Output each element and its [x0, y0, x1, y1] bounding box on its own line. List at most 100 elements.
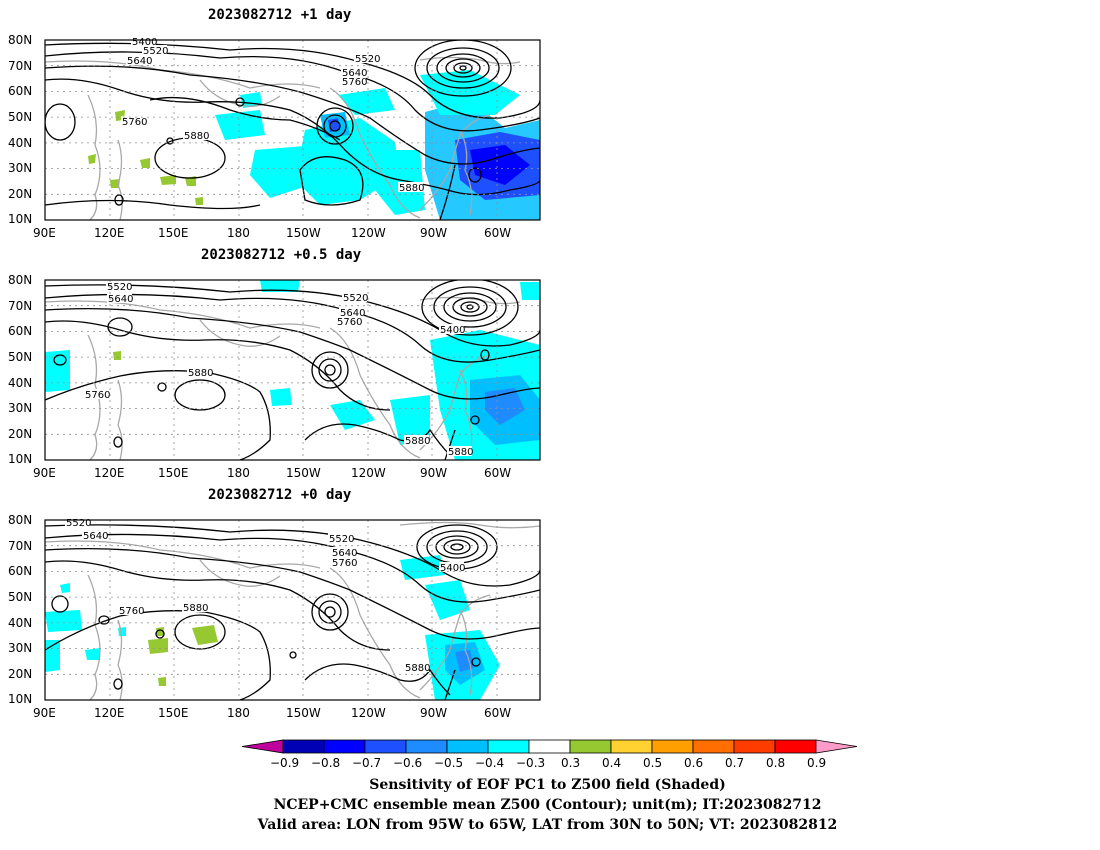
colorbar-swatch: [569, 739, 612, 754]
panel-2-contour-labels: 5520 5640 5520 5640 5760 5400 5880 5760 …: [84, 281, 473, 458]
contour-label: 5520: [143, 46, 168, 57]
lat-tick: 50N: [8, 590, 33, 604]
lon-tick: 90E: [33, 226, 56, 240]
contour-label: 5640: [108, 294, 133, 305]
colorbar-label: −0.7: [352, 756, 382, 770]
colorbar-swatch: [323, 739, 366, 754]
colorbar-swatch: [487, 739, 530, 754]
panel-2-frame: [44, 279, 541, 461]
contour-label: 5760: [342, 77, 367, 88]
lat-tick: 60N: [8, 324, 33, 338]
contour-label: 5880: [183, 603, 208, 614]
contour-label: 5520: [329, 534, 354, 545]
lat-tick: 70N: [8, 59, 33, 73]
colorbar-extension-low: [241, 739, 284, 754]
lat-tick: 80N: [8, 513, 33, 527]
colorbar-swatch: [651, 739, 694, 754]
colorbar-label: 0.4: [602, 756, 622, 770]
lon-tick: 150E: [158, 706, 189, 720]
caption-valid-area: Valid area: LON from 95W to 65W, LAT fro…: [257, 817, 838, 833]
contour-label: 5520: [343, 293, 368, 304]
panel-2-map: 5520 5640 5520 5640 5760 5400 5880 5760 …: [44, 279, 541, 461]
lat-tick: 60N: [8, 564, 33, 578]
contour-label: 5880: [399, 183, 424, 194]
caption-shaded: Sensitivity of EOF PC1 to Z500 field (Sh…: [369, 777, 726, 793]
panel-2-grid: [45, 280, 540, 460]
colorbar-swatch: [610, 739, 653, 754]
contour-label: 5760: [122, 117, 147, 128]
contour-label: 5640: [342, 68, 367, 79]
lat-tick: 30N: [8, 161, 33, 175]
contour-label: 5640: [127, 56, 152, 67]
panel-3-contour-labels: 5520 5640 5520 5640 5760 5400 5760 5880 …: [65, 517, 465, 674]
panel-title-3: 2023082712 +0 day: [208, 487, 352, 503]
lon-tick: 120E: [94, 466, 125, 480]
panel-1-coastlines: [45, 56, 521, 220]
lon-tick: 60W: [484, 466, 512, 480]
lon-tick: 90W: [420, 226, 448, 240]
lon-tick: 150W: [286, 706, 321, 720]
lon-tick: 180: [227, 466, 250, 480]
colorbar-label: 0.5: [643, 756, 663, 770]
lat-tick: 10N: [8, 212, 33, 226]
colorbar-swatch: [774, 739, 817, 754]
lon-tick: 90E: [33, 466, 56, 480]
contour-label: 5880: [405, 663, 430, 674]
lon-tick: 150E: [158, 226, 189, 240]
lat-tick: 80N: [8, 273, 33, 287]
colorbar-extension-high: [815, 739, 858, 754]
colorbar-swatch: [528, 739, 571, 754]
lon-tick: 150E: [158, 466, 189, 480]
colorbar-label: 0.9: [807, 756, 827, 770]
colorbar-label: −0.5: [434, 756, 464, 770]
lon-tick: 150W: [286, 466, 321, 480]
lat-tick: 20N: [8, 187, 33, 201]
lat-tick: 70N: [8, 539, 33, 553]
lat-tick: 50N: [8, 350, 33, 364]
contour-label: 5760: [119, 606, 144, 617]
lat-tick: 30N: [8, 401, 33, 415]
panel-title-1: 2023082712 +1 day: [208, 7, 352, 23]
lon-tick: 120W: [351, 466, 386, 480]
lon-tick: 90E: [33, 706, 56, 720]
lat-tick: 70N: [8, 299, 33, 313]
panel-3-coastlines: [45, 521, 540, 700]
contour-label: 5520: [66, 518, 91, 529]
lon-tick: 180: [227, 706, 250, 720]
colorbar: [241, 739, 858, 754]
panel-1-contours: [45, 40, 540, 220]
lat-tick: 20N: [8, 427, 33, 441]
panel-3-grid: [45, 520, 540, 700]
lat-tick: 40N: [8, 616, 33, 630]
colorbar-label: 0.7: [725, 756, 745, 770]
colorbar-label: 0.6: [684, 756, 704, 770]
lat-tick: 30N: [8, 641, 33, 655]
lon-tick: 90W: [420, 466, 448, 480]
lon-tick: 150W: [286, 226, 321, 240]
lat-tick: 10N: [8, 452, 33, 466]
colorbar-label: −0.6: [393, 756, 423, 770]
lat-tick: 40N: [8, 376, 33, 390]
lon-tick: 60W: [484, 706, 512, 720]
contour-label: 5880: [448, 447, 473, 458]
panel-1-grid: [45, 40, 540, 220]
lon-tick: 120W: [351, 706, 386, 720]
panel-3-shading: [45, 555, 500, 700]
colorbar-swatch: [446, 739, 489, 754]
colorbar-label: −0.3: [516, 756, 546, 770]
lon-tick: 90W: [420, 706, 448, 720]
colorbar-label: 0.8: [766, 756, 786, 770]
colorbar-label: 0.3: [561, 756, 581, 770]
lat-tick: 50N: [8, 110, 33, 124]
colorbar-label: −0.9: [270, 756, 300, 770]
contour-label: 5760: [332, 558, 357, 569]
lon-tick: 120W: [351, 226, 386, 240]
lon-tick: 120E: [94, 226, 125, 240]
contour-label: 5880: [184, 131, 209, 142]
contour-label: 5880: [188, 368, 213, 379]
contour-label: 5520: [107, 282, 132, 293]
lat-tick: 80N: [8, 33, 33, 47]
panel-3-contours: [45, 524, 540, 700]
colorbar-swatch: [733, 739, 776, 754]
